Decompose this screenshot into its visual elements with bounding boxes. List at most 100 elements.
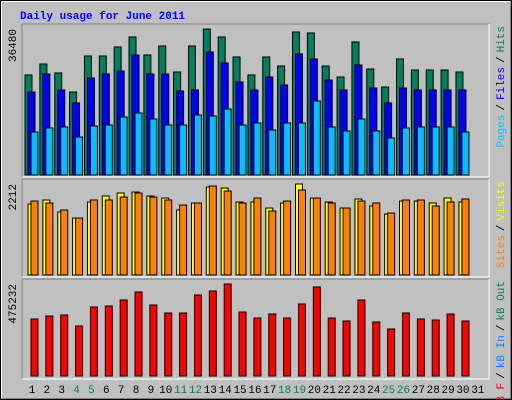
legend-separator: / <box>496 56 508 63</box>
panel-bevel <box>22 24 490 178</box>
x-tick-label: 24 <box>367 385 381 397</box>
bar <box>283 317 292 377</box>
x-tick-label: 6 <box>103 385 110 397</box>
y-tick-label: 36480 <box>8 29 20 62</box>
bar <box>119 196 128 276</box>
bar <box>431 205 440 276</box>
bar <box>45 127 54 176</box>
bar <box>134 192 143 276</box>
bar <box>312 100 321 176</box>
bar <box>208 115 217 176</box>
bar <box>297 122 306 176</box>
legend-separator: / <box>496 225 508 232</box>
y-tick-label: 475232 <box>8 284 20 324</box>
bar <box>223 108 232 176</box>
bar <box>164 124 173 176</box>
bar <box>104 124 113 176</box>
bar <box>30 131 39 176</box>
bar <box>164 199 173 276</box>
bar <box>268 210 277 276</box>
bar <box>253 197 262 276</box>
bar <box>134 112 143 176</box>
legend-separator: / <box>496 104 508 111</box>
x-tick-label: 18 <box>278 385 291 397</box>
legend-entry: kB Out <box>496 281 508 321</box>
x-tick-label: 20 <box>308 385 321 397</box>
x-tick-label: 1 <box>29 385 36 397</box>
bar <box>402 312 410 377</box>
panel-bevel <box>22 179 490 278</box>
bar <box>179 124 188 176</box>
bar <box>89 199 98 276</box>
bar <box>327 126 336 176</box>
bar <box>223 283 232 377</box>
x-tick-label: 4 <box>73 385 80 397</box>
bar <box>193 202 202 276</box>
bar <box>149 304 158 377</box>
bar <box>30 200 39 276</box>
x-tick-label: 5 <box>88 385 95 397</box>
bar <box>119 116 128 176</box>
bar <box>372 321 381 377</box>
legend-entry: Pages <box>496 115 508 148</box>
bar <box>60 126 69 176</box>
bar <box>208 185 217 276</box>
bar <box>268 313 277 377</box>
bar <box>283 200 292 276</box>
bar <box>149 196 158 276</box>
bar <box>446 313 455 377</box>
bar <box>45 315 54 377</box>
bar <box>193 294 202 377</box>
bar <box>179 204 188 276</box>
bar <box>416 126 425 176</box>
bar <box>357 200 366 276</box>
legend: Pages / Files / Hits <box>496 26 508 148</box>
x-tick-label: 12 <box>189 385 202 397</box>
bar <box>223 190 232 276</box>
legend-entry: kB F <box>496 383 508 400</box>
bar <box>283 122 292 176</box>
x-tick-label: 15 <box>233 385 246 397</box>
bar <box>416 199 425 276</box>
panel-bevel <box>22 279 490 380</box>
bar <box>372 130 381 176</box>
bar <box>387 328 396 377</box>
bar <box>372 202 381 276</box>
bar <box>357 299 366 377</box>
bar <box>104 305 113 377</box>
x-tick-label: 22 <box>337 385 350 397</box>
bar <box>312 286 321 377</box>
bar <box>253 122 262 176</box>
panel-bevel <box>21 23 489 177</box>
legend-entry: Sites <box>496 235 508 268</box>
bar <box>60 209 69 276</box>
bar <box>416 318 425 377</box>
bar <box>238 202 247 276</box>
bar <box>357 118 366 176</box>
x-tick-label: 23 <box>352 385 365 397</box>
x-tick-label: 10 <box>159 385 172 397</box>
bar <box>30 318 39 377</box>
legend-entry: kB In <box>496 335 508 368</box>
x-tick-label: 11 <box>174 385 188 397</box>
bar <box>387 137 396 176</box>
bar <box>75 325 84 377</box>
bar <box>89 125 98 176</box>
panel-bevel <box>21 178 489 277</box>
bar <box>179 312 188 377</box>
legend-separator: / <box>496 372 508 379</box>
bar <box>208 290 217 377</box>
bar <box>402 127 410 176</box>
panel-bevel <box>21 278 489 379</box>
bar <box>342 130 351 176</box>
bar <box>431 126 440 176</box>
bar <box>297 303 306 377</box>
bar <box>238 124 247 176</box>
bar <box>164 312 173 377</box>
bar <box>342 207 351 276</box>
x-tick-label: 7 <box>118 385 125 397</box>
x-tick-label: 13 <box>204 385 217 397</box>
